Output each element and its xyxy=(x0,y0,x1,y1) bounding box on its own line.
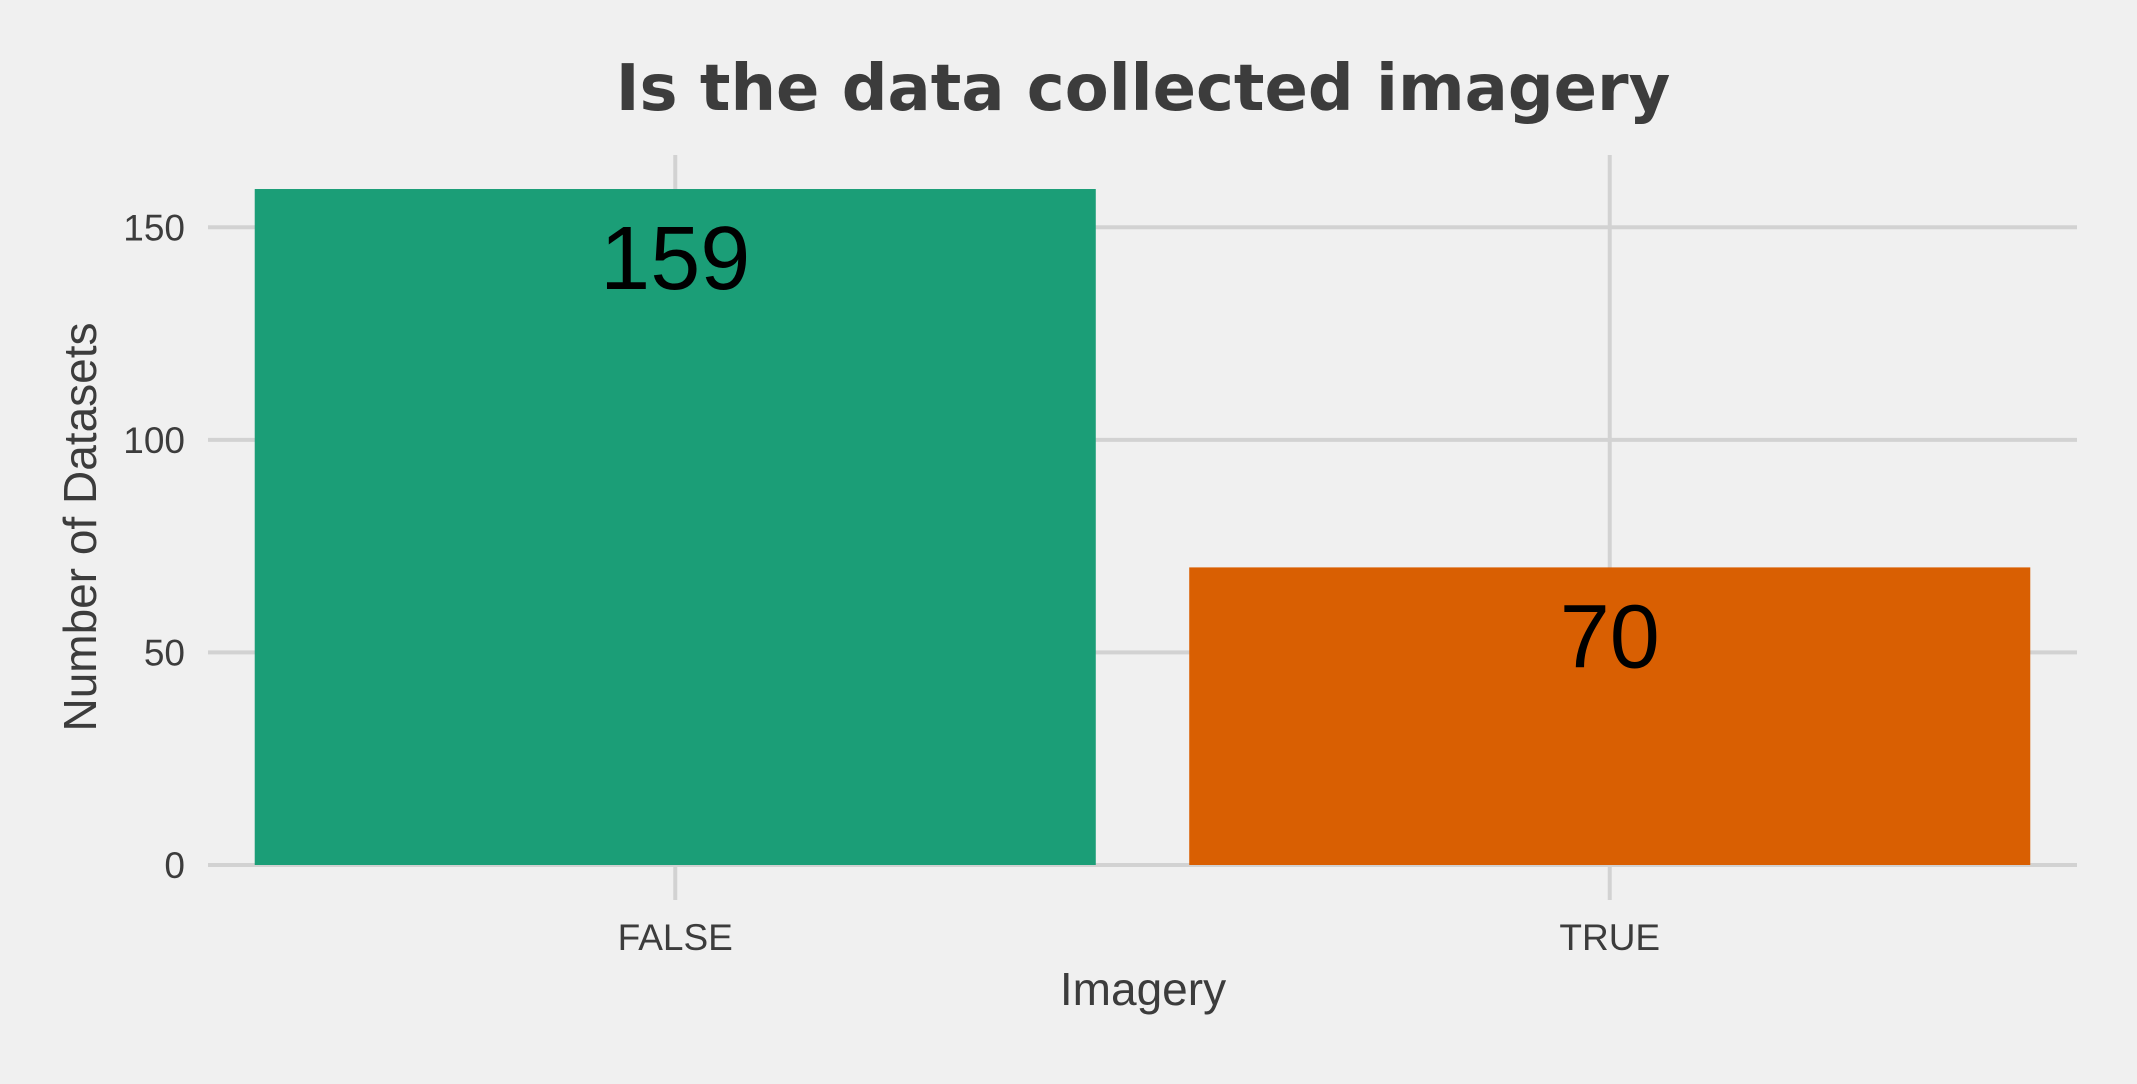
data-label-false: 159 xyxy=(600,209,750,309)
data-labels: 159 70 xyxy=(600,209,1660,687)
bar-true xyxy=(1189,567,2031,865)
y-axis-ticks: 0 50 100 150 xyxy=(123,207,185,886)
y-axis-title: Number of Datasets xyxy=(54,322,106,731)
x-tick-label: TRUE xyxy=(1559,917,1660,958)
x-tick-label: FALSE xyxy=(618,917,733,958)
y-tick-label: 150 xyxy=(123,207,185,248)
x-axis-ticks: FALSE TRUE xyxy=(618,917,1660,958)
bars xyxy=(254,189,2031,866)
y-tick-label: 50 xyxy=(144,632,185,673)
y-tick-label: 100 xyxy=(123,420,185,461)
x-axis-title: Imagery xyxy=(1060,963,1226,1015)
y-tick-label: 0 xyxy=(164,845,185,886)
chart-title: Is the data collected imagery xyxy=(616,52,1671,126)
bar-false xyxy=(254,189,1096,866)
data-label-true: 70 xyxy=(1560,587,1660,687)
